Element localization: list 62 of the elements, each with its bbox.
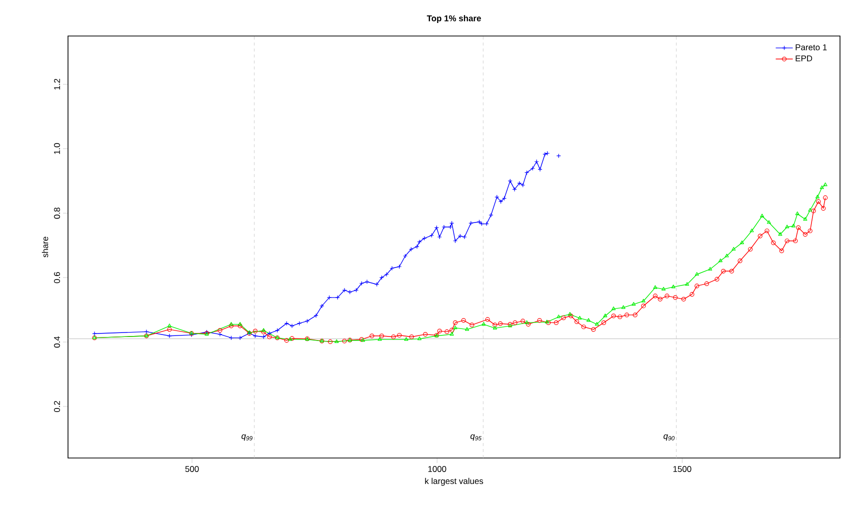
point	[378, 337, 382, 341]
point	[492, 326, 497, 330]
y-tick-label: 0.6	[54, 272, 60, 284]
point	[238, 322, 242, 326]
x-axis-title: k largest values	[425, 478, 484, 486]
ref-line-label: q$_{90}$	[664, 434, 675, 441]
point	[662, 286, 666, 290]
point	[482, 322, 486, 326]
point	[404, 337, 408, 341]
y-tick-label: 0.4	[54, 336, 60, 348]
chart-title: Top 1% share	[426, 15, 481, 23]
point	[732, 246, 736, 251]
ref-line-label: q$_{99}$	[242, 434, 252, 441]
x-tick-label: 1500	[673, 466, 692, 472]
y-tick-label: 0.8	[54, 208, 60, 219]
point	[641, 298, 646, 302]
point	[334, 339, 339, 343]
y-tick-label: 1.0	[54, 143, 60, 154]
point	[556, 314, 561, 318]
point	[795, 212, 800, 216]
point	[167, 324, 172, 328]
point	[524, 320, 529, 324]
point	[603, 314, 608, 318]
ref-line-label: q$_{95}$	[470, 434, 482, 441]
point	[453, 326, 458, 330]
point	[708, 266, 712, 271]
point	[671, 284, 676, 288]
point	[594, 322, 599, 326]
point	[612, 306, 616, 310]
point	[578, 316, 582, 320]
point	[568, 312, 572, 316]
point	[815, 194, 820, 198]
point	[791, 224, 796, 228]
y-tick-label: 1.2	[54, 78, 60, 90]
legend-label: EPD	[796, 55, 812, 62]
point	[586, 318, 591, 322]
point	[820, 185, 824, 190]
point	[724, 254, 729, 258]
point	[785, 224, 790, 228]
point	[621, 305, 626, 309]
point	[740, 240, 744, 244]
point	[760, 214, 764, 218]
point	[778, 232, 782, 236]
point	[262, 328, 266, 332]
y-tick-label: 0.2	[54, 400, 60, 412]
y-axis-title: share	[42, 236, 48, 258]
point	[750, 228, 754, 232]
x-tick-label: 1000	[428, 466, 446, 472]
point	[653, 285, 658, 289]
point	[464, 327, 470, 331]
x-tick-label: 500	[185, 466, 199, 472]
point	[766, 220, 771, 224]
point	[803, 216, 808, 221]
point	[808, 208, 812, 212]
legend-label: Pareto 1	[796, 44, 827, 50]
point	[685, 282, 690, 286]
point	[632, 302, 636, 306]
point	[450, 332, 454, 336]
point	[694, 272, 699, 276]
point	[718, 258, 722, 262]
point	[229, 322, 234, 326]
point	[417, 336, 422, 340]
